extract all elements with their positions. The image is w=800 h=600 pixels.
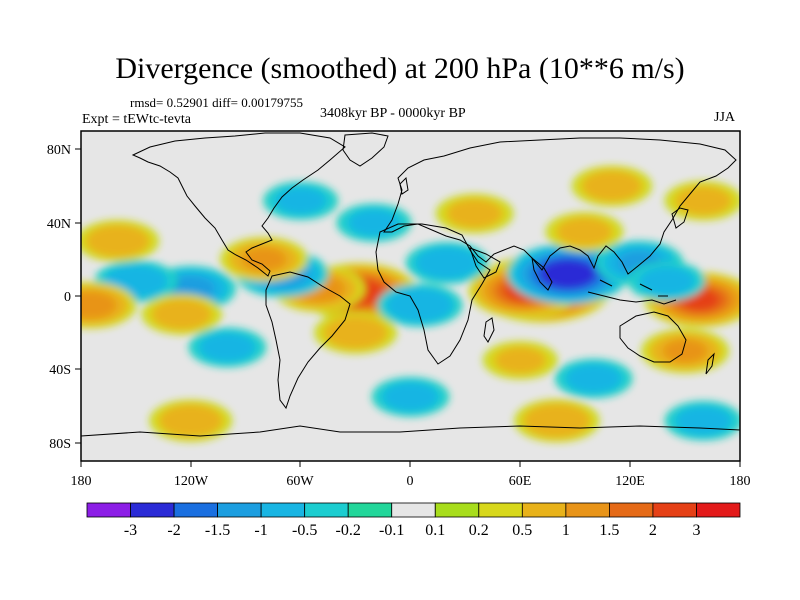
field-contour (539, 259, 596, 289)
colorbar-swatch (609, 502, 654, 518)
colorbar-label: -1.5 (205, 522, 230, 539)
colorbar-label: 0.2 (469, 522, 489, 539)
field-contour (81, 291, 117, 319)
coast-antarctica (81, 425, 740, 437)
field-contour (662, 339, 708, 363)
field-contour (382, 382, 439, 412)
divergence-field (81, 165, 740, 443)
colorbar-swatch (478, 502, 523, 518)
field-contour (675, 186, 732, 216)
field-contour (565, 364, 622, 393)
colorbar-swatch (434, 502, 480, 518)
plot-title: Divergence (smoothed) at 200 hPa (10**6 … (115, 52, 685, 85)
x-tick-label: 60E (509, 474, 532, 489)
colorbar-label: -2 (167, 522, 180, 539)
colorbar-label: -3 (124, 522, 137, 539)
colorbar-label: -1 (254, 522, 267, 539)
x-tick-label: 120E (615, 474, 645, 489)
coast-australia (619, 311, 687, 363)
x-tick-label: 180 (730, 474, 751, 489)
season-label: JJA (714, 110, 736, 125)
colorbar-label: 2 (649, 522, 657, 539)
field-contour (639, 266, 695, 296)
field-contour (199, 332, 256, 362)
colorbar-label: 0.5 (512, 522, 532, 539)
field-contour (446, 199, 503, 228)
colorbar-label: 1.5 (599, 522, 619, 539)
field-contour (386, 288, 454, 323)
coast-africa (375, 223, 491, 365)
coast-new-zealand (705, 352, 715, 375)
x-tick-label: 60W (286, 474, 314, 489)
field-contour (86, 224, 150, 258)
coast-eurasia (383, 137, 737, 275)
y-tick-label: 0 (64, 290, 71, 305)
y-tick-label: 40N (47, 217, 71, 232)
colorbar-swatch (173, 502, 219, 518)
field-contour (324, 316, 388, 350)
axis-ticks (75, 148, 741, 467)
field-contour (556, 217, 613, 247)
colorbar-label: -0.2 (336, 522, 361, 539)
x-tick-label: 180 (71, 474, 92, 489)
coast-japan (671, 207, 689, 229)
x-tick-label: 120W (174, 474, 209, 489)
x-tick-labels: 180 120W 60W 0 60E 120E 180 (71, 474, 751, 489)
coast-india (531, 256, 553, 291)
field-contour (494, 346, 546, 374)
field-contour (159, 404, 223, 438)
coast-indonesia (587, 279, 677, 305)
coastlines (81, 132, 740, 437)
colorbar-swatch (86, 502, 131, 518)
colorbar-swatch (565, 502, 610, 518)
field-contour (241, 247, 287, 272)
colorbar-swatch (696, 502, 741, 518)
y-tick-label: 80S (49, 437, 71, 452)
colorbar (86, 502, 741, 518)
stats-label: rmsd= 0.52901 diff= 0.00179755 (130, 95, 303, 110)
colorbar-swatch (260, 502, 306, 518)
x-tick-label: 0 (407, 474, 414, 489)
colorbar-swatch (304, 502, 349, 518)
colorbar-label: -0.1 (379, 522, 404, 539)
coast-uk (399, 176, 409, 195)
field-contour (415, 246, 479, 280)
colorbar-swatch (391, 502, 436, 518)
period-label: 3408kyr BP - 0000kyr BP (320, 106, 466, 121)
y-tick-label: 40S (49, 363, 71, 378)
coast-madagascar (483, 317, 495, 343)
field-contour (275, 187, 327, 215)
coast-greenland (342, 132, 389, 167)
field-contour (523, 403, 591, 438)
colorbar-label: 0.1 (425, 522, 445, 539)
colorbar-label: -0.5 (292, 522, 317, 539)
coast-arabia (469, 247, 501, 279)
colorbar-label: 1 (562, 522, 570, 539)
colorbar-labels: -3 -2 -1.5 -1 -0.5 -0.2 -0.1 0.1 0.2 0.5 1 1.5 2 3 (124, 522, 701, 539)
colorbar-swatch (521, 502, 567, 518)
colorbar-swatch (130, 502, 175, 518)
colorbar-swatch (347, 502, 393, 518)
y-tick-label: 80N (47, 143, 71, 158)
y-tick-labels: 80N 40N 0 40S 80S (47, 143, 71, 452)
field-contour (675, 406, 732, 436)
experiment-label: Expt = tEWtc-tevta (82, 112, 191, 127)
coast-north-america (131, 132, 346, 277)
colorbar-label: 3 (693, 522, 701, 539)
field-contour (151, 298, 212, 330)
coast-south-america (265, 271, 351, 410)
colorbar-swatch (217, 502, 262, 518)
field-contour (582, 170, 642, 202)
colorbar-swatch (652, 502, 697, 518)
